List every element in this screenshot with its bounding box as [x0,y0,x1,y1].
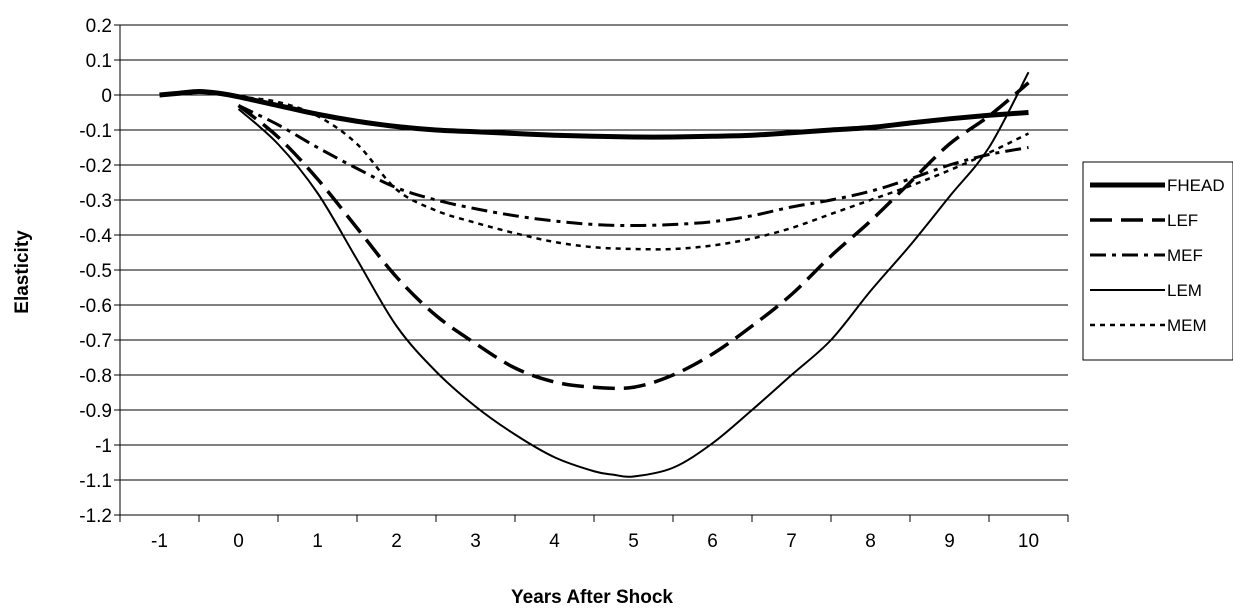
y-tick-label: -0.9 [79,401,112,422]
x-tick-label: 3 [470,531,481,552]
legend: FHEAD LEF MEF LEM MEM [1082,161,1233,361]
x-tick-label: 9 [944,531,955,552]
y-tick-label: 0 [101,86,112,107]
x-tick-label: 8 [865,531,876,552]
series-line-lef [237,81,1030,391]
y-axis-ticks: 0.2 0.1 0 -0.1 -0.2 -0.3 -0.4 -0.5 -0.6 -0.7 -0.8 -… [79,16,120,527]
y-axis-title: Elasticity [12,230,33,314]
y-tick-label: -1 [95,436,112,457]
series-lines [159,71,1030,478]
y-tick-label: -0.1 [79,121,112,142]
legend-label-fhead: FHEAD [1167,176,1225,195]
x-tick-label: 10 [1018,531,1039,552]
x-tick-label: 0 [233,531,244,552]
series-line-fhead [159,89,1029,140]
y-tick-label: 0.2 [86,16,112,37]
x-tick-label: 1 [312,531,323,552]
series-line-mef [237,104,1029,228]
y-tick-label: -0.8 [79,366,112,387]
x-tick-label: 5 [628,531,639,552]
x-tick-label: 2 [391,531,402,552]
x-axis-ticks: -1 0 1 2 3 4 5 6 7 8 9 10 [119,515,1069,552]
series-line-lem [237,71,1030,478]
x-tick-label: 4 [549,531,560,552]
x-axis-title: Years After Shock [511,587,673,608]
x-tick-label: -1 [151,531,168,552]
y-tick-label: -0.4 [79,226,112,247]
gridlines [120,24,1068,516]
y-tick-label: -0.5 [79,261,112,282]
y-tick-label: -0.6 [79,296,112,317]
legend-label-mef: MEF [1167,246,1203,265]
legend-label-mem: MEM [1167,316,1207,335]
y-tick-label: -0.7 [79,331,112,352]
y-tick-label: -1.2 [79,506,112,527]
series-line-mem [238,95,1030,251]
legend-label-lef: LEF [1167,211,1198,230]
legend-label-lem: LEM [1167,281,1202,300]
y-tick-label: -1.1 [79,471,112,492]
x-tick-label: 6 [707,531,718,552]
y-tick-label: 0.1 [86,51,112,72]
y-tick-label: -0.2 [79,156,112,177]
x-tick-label: 7 [786,531,797,552]
y-tick-label: -0.3 [79,191,112,212]
legend-box [1082,161,1233,361]
